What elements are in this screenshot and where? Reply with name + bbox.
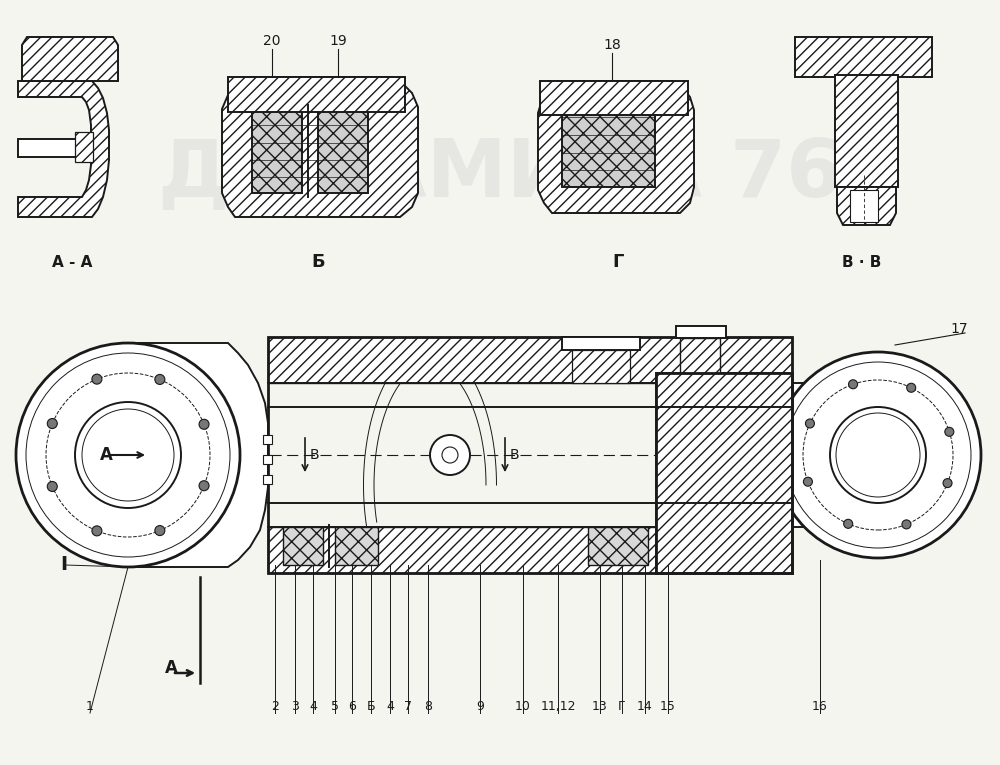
Bar	[18, 139, 83, 157]
Polygon shape	[538, 81, 694, 213]
Text: 4: 4	[386, 700, 394, 713]
Text: 4: 4	[309, 700, 317, 713]
Polygon shape	[837, 187, 896, 225]
Text: Г: Г	[612, 253, 624, 271]
Text: Б: Б	[367, 700, 375, 713]
Bar	[792, 383, 878, 527]
Circle shape	[155, 374, 165, 385]
Text: 19: 19	[329, 34, 347, 48]
Polygon shape	[268, 337, 792, 383]
Circle shape	[92, 374, 102, 384]
Bar	[656, 373, 792, 573]
Polygon shape	[318, 110, 368, 193]
Circle shape	[805, 419, 814, 428]
Text: 20: 20	[263, 34, 281, 48]
Circle shape	[943, 479, 952, 487]
Text: 6: 6	[348, 700, 356, 713]
Text: 17: 17	[950, 322, 968, 336]
Bar	[676, 326, 726, 338]
Text: Г: Г	[618, 700, 626, 713]
Polygon shape	[18, 81, 109, 217]
Polygon shape	[540, 81, 688, 115]
Text: I: I	[60, 555, 67, 574]
Text: А - А: А - А	[52, 255, 92, 270]
Polygon shape	[222, 77, 418, 217]
Text: 8: 8	[424, 700, 432, 713]
Circle shape	[844, 519, 853, 529]
Text: 5: 5	[331, 700, 339, 713]
Bar	[263, 455, 272, 464]
Text: 3: 3	[291, 700, 299, 713]
Text: В: В	[510, 448, 520, 462]
Circle shape	[907, 383, 916, 392]
Polygon shape	[75, 132, 93, 162]
Polygon shape	[268, 527, 792, 573]
Text: В · В: В · В	[842, 255, 882, 270]
Text: 13: 13	[592, 700, 608, 713]
Bar	[562, 337, 640, 350]
Bar	[268, 337, 792, 573]
Text: А: А	[165, 659, 178, 677]
Text: Б: Б	[311, 253, 325, 271]
Bar	[263, 475, 272, 484]
Bar	[263, 435, 272, 444]
Polygon shape	[283, 527, 323, 565]
Polygon shape	[572, 350, 630, 383]
Circle shape	[16, 343, 240, 567]
Circle shape	[803, 477, 812, 487]
Bar	[850, 190, 878, 222]
Circle shape	[92, 526, 102, 536]
Text: 15: 15	[660, 700, 676, 713]
Text: 16: 16	[812, 700, 828, 713]
Polygon shape	[835, 75, 898, 187]
Circle shape	[75, 402, 181, 508]
Circle shape	[47, 418, 57, 428]
Text: 10: 10	[515, 700, 531, 713]
Circle shape	[945, 428, 954, 436]
Polygon shape	[252, 110, 302, 193]
Polygon shape	[335, 527, 378, 565]
Circle shape	[199, 480, 209, 490]
Text: 9: 9	[476, 700, 484, 713]
Text: 14: 14	[637, 700, 653, 713]
Text: 18: 18	[603, 38, 621, 52]
Text: 2: 2	[271, 700, 279, 713]
Circle shape	[849, 379, 858, 389]
Polygon shape	[795, 37, 932, 77]
Polygon shape	[680, 338, 720, 373]
Text: 7: 7	[404, 700, 412, 713]
Polygon shape	[22, 37, 118, 81]
Circle shape	[902, 520, 911, 529]
Circle shape	[430, 435, 470, 475]
Polygon shape	[656, 373, 792, 573]
Text: А: А	[100, 446, 113, 464]
Circle shape	[830, 407, 926, 503]
Polygon shape	[228, 77, 405, 112]
Circle shape	[199, 419, 209, 429]
Text: В: В	[310, 448, 320, 462]
Polygon shape	[588, 527, 648, 565]
Text: 1: 1	[86, 700, 94, 713]
Text: 11,12: 11,12	[540, 700, 576, 713]
Circle shape	[155, 526, 165, 536]
Polygon shape	[562, 113, 655, 187]
Circle shape	[442, 447, 458, 463]
Circle shape	[47, 481, 57, 491]
Circle shape	[775, 352, 981, 558]
Polygon shape	[128, 343, 268, 567]
Text: ДИНАМИКА 76: ДИНАМИКА 76	[158, 136, 842, 214]
